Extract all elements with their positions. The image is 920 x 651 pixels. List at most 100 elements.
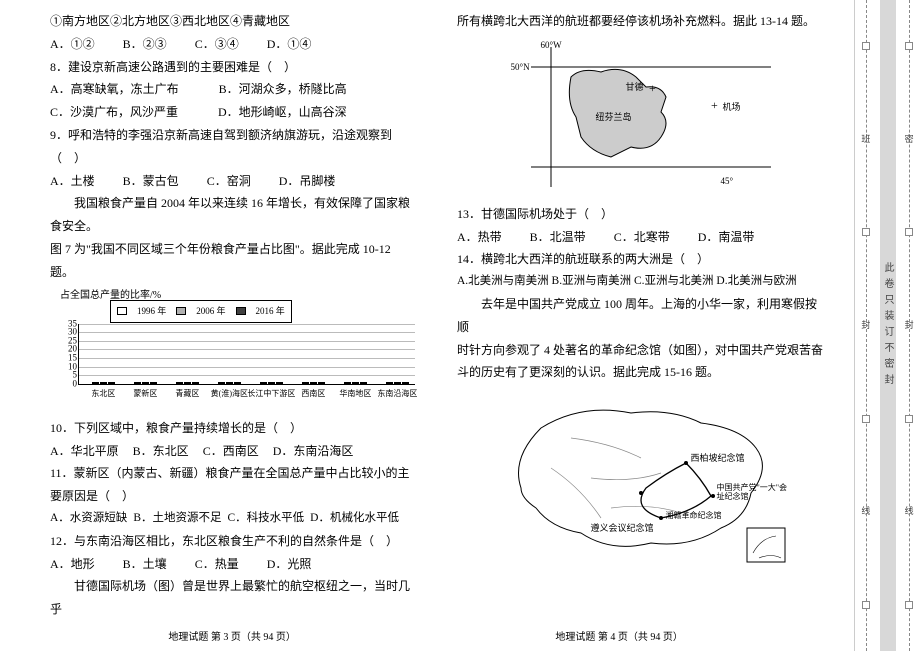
- intro-para-1: 我国粮食产量自 2004 年以来连续 16 年增长，有效保障了国家粮食安全。: [50, 192, 417, 238]
- punch-hole-icon: [862, 42, 870, 50]
- q9-opt-d: D．吊脚楼: [279, 170, 336, 193]
- q8-options-row2: C．沙漠广布，风沙严重 D．地形崎岖，山高谷深: [50, 101, 417, 124]
- grain-chart: 占全国总产量的比率/% 1996 年 2006 年 2016 年 0510152…: [60, 286, 417, 415]
- q10-opt-b: B．东北区: [133, 440, 189, 463]
- strip3-text-bot: 线: [903, 506, 916, 517]
- punch-hole-icon: [862, 228, 870, 236]
- q7-options: A．①② B．②③ C．③④ D．①④: [50, 33, 417, 56]
- q7-opt-a: A．①②: [50, 33, 95, 56]
- intro-4a: 去年是中国共产党成立 100 周年。上海的小华一家，利用寒假按顺: [457, 293, 824, 339]
- binding-strips: 班 封 线 此卷只装订不密封 密 封 线: [854, 0, 920, 651]
- seal-strip-3: 密 封 线: [898, 0, 920, 651]
- q12-options: A．地形 B．土壤 C．热量 D．光照: [50, 553, 417, 576]
- q9-options: A．土楼 B．蒙古包 C．窑洞 D．吊脚楼: [50, 170, 417, 193]
- q7-stem: ①南方地区②北方地区③西北地区④青藏地区: [50, 10, 417, 33]
- legend-swatch-2006: [176, 307, 186, 315]
- punch-hole-icon: [862, 415, 870, 423]
- strip1-text-bot: 线: [859, 506, 872, 517]
- q11-opt-a: A．水资源短缺: [50, 508, 127, 530]
- q12-stem: 12．与东南沿海区相比，东北区粮食生产不利的自然条件是（ ）: [50, 530, 417, 553]
- q11-opt-c: C．科技水平低: [227, 508, 304, 530]
- q13-opt-a: A．热带: [457, 226, 502, 249]
- q10-options: A．华北平原 B．东北区 C．西南区 D．东南沿海区: [50, 440, 417, 463]
- legend-label-2006: 2006 年: [196, 303, 225, 320]
- q12-opt-c: C．热量: [195, 553, 239, 576]
- intro-para-3: 甘德国际机场（图）曾是世界上最繁忙的航空枢纽之一，当时几乎: [50, 575, 417, 621]
- china-label-xibaipo: 西柏坡纪念馆: [691, 450, 745, 467]
- punch-hole-icon: [905, 42, 913, 50]
- q13-opt-d: D．南温带: [698, 226, 755, 249]
- q14-options: A.北美洲与南美洲 B.亚洲与南美洲 C.亚洲与北美洲 D.北美洲与欧洲: [457, 271, 824, 293]
- q8-opt-d: D．地形崎岖，山高谷深: [218, 101, 347, 124]
- strip3-text-top: 密: [903, 134, 916, 145]
- intro-3-cont: 所有横跨北大西洋的航班都要经停该机场补充燃料。据此 13-14 题。: [457, 10, 824, 33]
- q10-opt-c: C．西南区: [203, 440, 259, 463]
- q12-opt-b: B．土壤: [123, 553, 167, 576]
- legend-label-2016: 2016 年: [256, 303, 285, 320]
- china-map-svg: [491, 388, 791, 568]
- svg-text:+: +: [649, 81, 656, 95]
- q13-options: A．热带 B．北温带 C．北寒带 D．南温带: [457, 226, 824, 249]
- seal-strip-2: 此卷只装订不密封: [877, 0, 899, 651]
- newfoundland-map: + + 50°N 45° 60°W 甘德 纽芬兰岛 机场: [511, 37, 771, 197]
- map-lat-top: 50°N: [511, 59, 530, 76]
- right-column: 所有横跨北大西洋的航班都要经停该机场补充燃料。据此 13-14 题。 + + 5…: [437, 10, 834, 621]
- intro-4b: 时针方向参观了 4 处著名的革命纪念馆（如图），对中国共产党艰苦奋: [457, 339, 824, 362]
- strip3-text-mid: 封: [903, 320, 916, 331]
- q11-opt-d: D．机械化水平低: [310, 508, 399, 530]
- legend-swatch-1996: [117, 307, 127, 315]
- q9-opt-c: C．窑洞: [207, 170, 251, 193]
- q8-opt-a: A．高寒缺氧，冻土广布: [50, 78, 179, 101]
- q10-opt-d: D．东南沿海区: [273, 440, 354, 463]
- legend-label-1996: 1996 年: [137, 303, 166, 320]
- q8-opt-c: C．沙漠广布，风沙严重: [50, 101, 178, 124]
- q7-opt-c: C．③④: [195, 33, 239, 56]
- q13-opt-c: C．北寒带: [614, 226, 670, 249]
- page-footer-right: 地理试题 第 4 页（共 94 页）: [427, 628, 811, 643]
- intro-4c: 斗的历史有了更深刻的认识。据此完成 15-16 题。: [457, 361, 824, 384]
- q9-opt-b: B．蒙古包: [123, 170, 179, 193]
- page-spread: ①南方地区②北方地区③西北地区④青藏地区 A．①② B．②③ C．③④ D．①④…: [0, 0, 854, 651]
- legend-swatch-2016: [236, 307, 246, 315]
- map-place-newfoundland: 纽芬兰岛: [596, 109, 632, 126]
- punch-hole-icon: [905, 228, 913, 236]
- seal-strip-1: 班 封 线: [855, 0, 877, 651]
- q12-opt-d: D．光照: [267, 553, 312, 576]
- china-label-zunyi: 遵义会议纪念馆: [591, 520, 654, 537]
- svg-text:+: +: [711, 98, 718, 112]
- punch-hole-icon: [862, 601, 870, 609]
- q7-opt-b: B．②③: [123, 33, 167, 56]
- q10-stem: 10．下列区域中，粮食产量持续增长的是（ ）: [50, 417, 417, 440]
- q11-opt-b: B．土地资源不足: [133, 508, 221, 530]
- strip2-text: 此卷只装订不密封: [880, 262, 895, 390]
- intro-para-2: 图 7 为"我国不同区域三个年份粮食产量占比图"。据此完成 10-12 题。: [50, 238, 417, 284]
- china-label-yida: 中国共产党"一大"会址纪念馆: [717, 484, 791, 502]
- map-lat-bot: 45°: [721, 173, 734, 190]
- chart-legend: 1996 年 2006 年 2016 年: [110, 300, 292, 323]
- page-footer-left: 地理试题 第 3 页（共 94 页）: [40, 628, 424, 643]
- punch-hole-icon: [905, 601, 913, 609]
- china-label-xianggan: 湘赣革命纪念馆: [666, 508, 722, 523]
- map-place-gander: 甘德: [626, 79, 644, 96]
- left-column: ①南方地区②北方地区③西北地区④青藏地区 A．①② B．②③ C．③④ D．①④…: [40, 10, 437, 621]
- q8-stem: 8．建设京新高速公路遇到的主要困难是（ ）: [50, 56, 417, 79]
- q8-options-row1: A．高寒缺氧，冻土广布 B．河湖众多，桥隧比高: [50, 78, 417, 101]
- q13-stem: 13．甘德国际机场处于（ ）: [457, 203, 824, 226]
- q12-opt-a: A．地形: [50, 553, 95, 576]
- q11-stem: 11．蒙新区（内蒙古、新疆）粮食产量在全国总产量中占比较小的主要原因是（ ）: [50, 462, 417, 508]
- q8-opt-b: B．河湖众多，桥隧比高: [219, 78, 347, 101]
- q10-opt-a: A．华北平原: [50, 440, 119, 463]
- q14-stem: 14．横跨北大西洋的航班联系的两大洲是（ ）: [457, 248, 824, 271]
- q7-opt-d: D．①④: [267, 33, 312, 56]
- q13-opt-b: B．北温带: [530, 226, 586, 249]
- q9-stem: 9．呼和浩特的李强沿京新高速自驾到额济纳旗游玩，沿途观察到（ ）: [50, 124, 417, 170]
- q11-options: A．水资源短缺 B．土地资源不足 C．科技水平低 D．机械化水平低: [50, 508, 417, 530]
- map-legend-airport: 机场: [723, 99, 741, 116]
- china-map: 西柏坡纪念馆 中国共产党"一大"会址纪念馆 遵义会议纪念馆 湘赣革命纪念馆: [491, 388, 791, 568]
- chart-plot-area: 05101520253035东北区蒙新区青藏区黄(淮)海区长江中下游区西南区华南…: [78, 324, 415, 385]
- strip1-text-mid: 封: [859, 320, 872, 331]
- punch-hole-icon: [905, 415, 913, 423]
- strip1-text-top: 班: [859, 134, 872, 145]
- q9-opt-a: A．土楼: [50, 170, 95, 193]
- map-lon-left: 60°W: [541, 37, 562, 54]
